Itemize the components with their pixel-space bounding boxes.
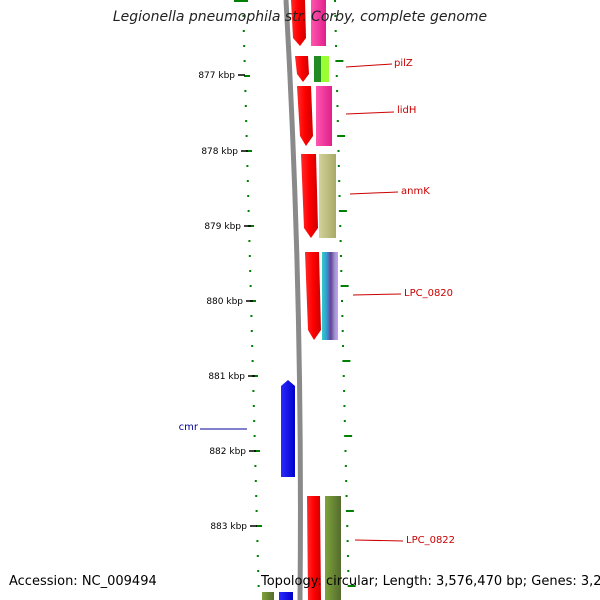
function-color-track bbox=[311, 0, 341, 600]
gene-label-lpc-0822: LPC_0822 bbox=[406, 535, 455, 546]
scale-tick-label: 880 kbp bbox=[206, 297, 243, 307]
gene-label-cmr: cmr bbox=[179, 422, 199, 433]
topology-text: Topology: circular; Length: 3,576,470 bp… bbox=[261, 574, 600, 589]
accession-text: Accession: NC_009494 bbox=[9, 574, 157, 589]
reverse-cds-track bbox=[262, 380, 295, 600]
cds-arrow bbox=[307, 496, 321, 600]
gene-label-anmk: anmK bbox=[401, 186, 430, 197]
scale-tick-label: 883 kbp bbox=[210, 522, 247, 532]
scale-tick-label: 879 kbp bbox=[204, 222, 241, 232]
gc-content-track bbox=[234, 0, 356, 587]
scale-tick-label: 882 kbp bbox=[209, 447, 246, 457]
cds-arrow bbox=[297, 86, 313, 146]
label-leader-line bbox=[345, 63, 393, 68]
label-leader-line bbox=[354, 539, 404, 542]
gene-label-lidh: lidH bbox=[397, 105, 416, 116]
gene-label-pilz: pilZ bbox=[394, 58, 413, 69]
scale-tick-label: 881 kbp bbox=[208, 372, 245, 382]
cds-arrow bbox=[279, 592, 293, 600]
forward-cds-track bbox=[291, 0, 321, 600]
cds-arrow bbox=[281, 380, 295, 477]
gene-feature bbox=[322, 252, 338, 340]
scale-tick-label: 878 kbp bbox=[201, 147, 238, 157]
gene-feature bbox=[319, 154, 336, 238]
cds-arrow bbox=[291, 0, 306, 46]
cds-arrow bbox=[301, 154, 318, 238]
label-leader-line bbox=[345, 111, 395, 115]
label-leader-line bbox=[352, 293, 402, 296]
cds-arrow bbox=[295, 56, 309, 82]
map-title: Legionella pneumophila str. Corby, compl… bbox=[112, 9, 488, 25]
gene-feature bbox=[321, 56, 329, 82]
gene-feature bbox=[316, 86, 332, 146]
gene-feature bbox=[311, 0, 326, 46]
cds-arrow bbox=[305, 252, 321, 340]
gene-feature bbox=[262, 592, 274, 600]
scale-tick-label: 877 kbp bbox=[198, 71, 235, 81]
genome-backbone bbox=[283, 0, 303, 600]
gene-feature bbox=[314, 56, 322, 82]
gene-label-lpc-0820: LPC_0820 bbox=[404, 288, 453, 299]
label-leader-line bbox=[349, 191, 399, 195]
scale-ruler: 877 kbp 878 kbp 879 kbp 880 kbp 881 kbp 882 k… bbox=[198, 71, 257, 532]
gene-feature bbox=[325, 496, 341, 600]
